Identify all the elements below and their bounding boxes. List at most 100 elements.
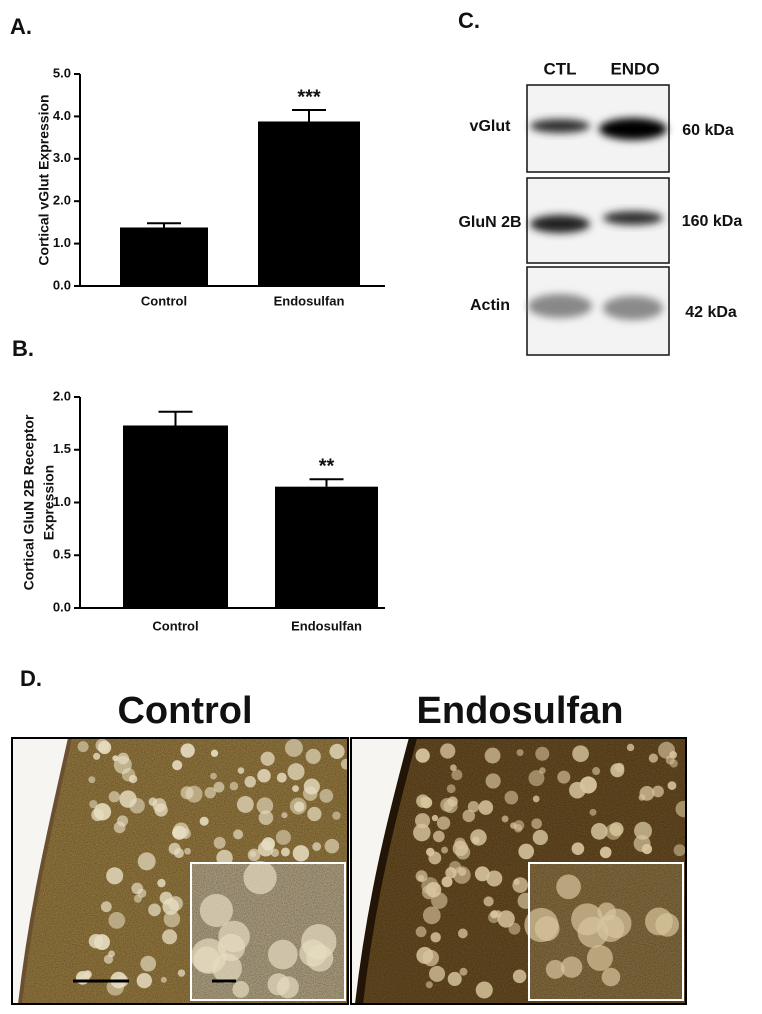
cell: [213, 836, 226, 849]
lane-label: ENDO: [610, 59, 659, 78]
image-frame: [11, 737, 349, 1005]
cell: [121, 768, 136, 782]
cell: [210, 749, 219, 758]
cell: [426, 847, 435, 857]
bar: [275, 486, 378, 608]
cell: [422, 906, 441, 925]
cell: [258, 810, 274, 826]
cell: [131, 882, 143, 895]
cell: [210, 772, 217, 780]
x-tick-label: Control: [141, 293, 187, 308]
cell: [249, 850, 257, 858]
cell: [119, 790, 137, 808]
row-label: GluN 2B: [458, 214, 521, 231]
cell: [162, 929, 178, 945]
cell: [199, 816, 209, 826]
cell: [673, 844, 686, 857]
micrograph-title: Control: [117, 690, 252, 732]
cell: [106, 867, 124, 885]
cell: [459, 967, 468, 976]
cell: [180, 828, 191, 839]
cell: [467, 801, 480, 813]
cell: [518, 843, 535, 860]
y-axis-label: Expression: [41, 465, 57, 540]
cell: [535, 746, 550, 761]
cell: [289, 797, 307, 815]
cell: [89, 799, 98, 809]
band: [603, 211, 663, 225]
cell: [257, 769, 271, 783]
cell: [319, 789, 334, 803]
cell: [571, 842, 585, 856]
cell: [97, 740, 112, 755]
y-tick-label: 3.0: [53, 150, 71, 165]
cell: [287, 763, 305, 781]
cell: [117, 752, 130, 765]
panel-label: B.: [12, 336, 34, 361]
cell: [172, 760, 183, 771]
cell: [136, 972, 152, 989]
cell: [204, 787, 216, 799]
cell: [284, 738, 303, 757]
y-tick-label: 2.0: [53, 388, 71, 403]
inset-cell: [561, 956, 583, 978]
cell: [157, 878, 166, 888]
cell: [441, 876, 453, 888]
cell: [137, 852, 156, 871]
y-tick-label: 0.0: [53, 599, 71, 614]
cell: [88, 776, 96, 784]
cell: [648, 753, 658, 763]
tissue-edge: [18, 738, 72, 1004]
panel-label: C.: [458, 8, 480, 33]
cell: [569, 781, 586, 799]
cell: [292, 785, 299, 793]
inset-frame: [528, 862, 684, 1001]
bar: [123, 425, 228, 608]
cell: [281, 812, 288, 819]
x-tick-label: Endosulfan: [291, 618, 362, 633]
band: [528, 294, 592, 318]
cell: [292, 845, 310, 862]
cell: [113, 821, 126, 834]
cell: [451, 769, 463, 781]
cell: [332, 811, 341, 820]
cell: [462, 809, 476, 823]
image-frame: [350, 737, 687, 1005]
error-bar: [147, 222, 181, 228]
cell: [432, 830, 445, 843]
cell: [441, 846, 449, 854]
cell: [415, 926, 427, 938]
cell: [420, 796, 433, 809]
cell: [531, 818, 542, 830]
inset-cell: [232, 981, 250, 998]
cell: [180, 743, 195, 758]
lane-label: CTL: [543, 59, 576, 78]
cell: [510, 822, 517, 829]
panel-label: D.: [20, 666, 42, 691]
cell: [446, 784, 456, 794]
cell: [244, 776, 256, 788]
cell: [260, 751, 275, 766]
cell: [93, 752, 101, 760]
inset-cell: [556, 874, 581, 900]
cell: [324, 838, 340, 854]
cell: [516, 749, 524, 757]
cell: [276, 772, 287, 783]
cell: [478, 800, 494, 815]
cell: [148, 903, 161, 917]
micrograph: [351, 738, 686, 1004]
size-label: 60 kDa: [682, 122, 734, 139]
inset-cell: [596, 914, 625, 943]
cell: [475, 981, 493, 999]
cell: [485, 773, 501, 789]
cell: [303, 778, 320, 795]
cell: [675, 800, 686, 818]
cell: [233, 829, 244, 840]
cell: [422, 949, 440, 967]
cell: [108, 791, 120, 803]
cell: [447, 971, 462, 987]
cell: [609, 822, 624, 837]
cell: [532, 795, 540, 803]
y-tick-label: 0.0: [53, 277, 71, 292]
